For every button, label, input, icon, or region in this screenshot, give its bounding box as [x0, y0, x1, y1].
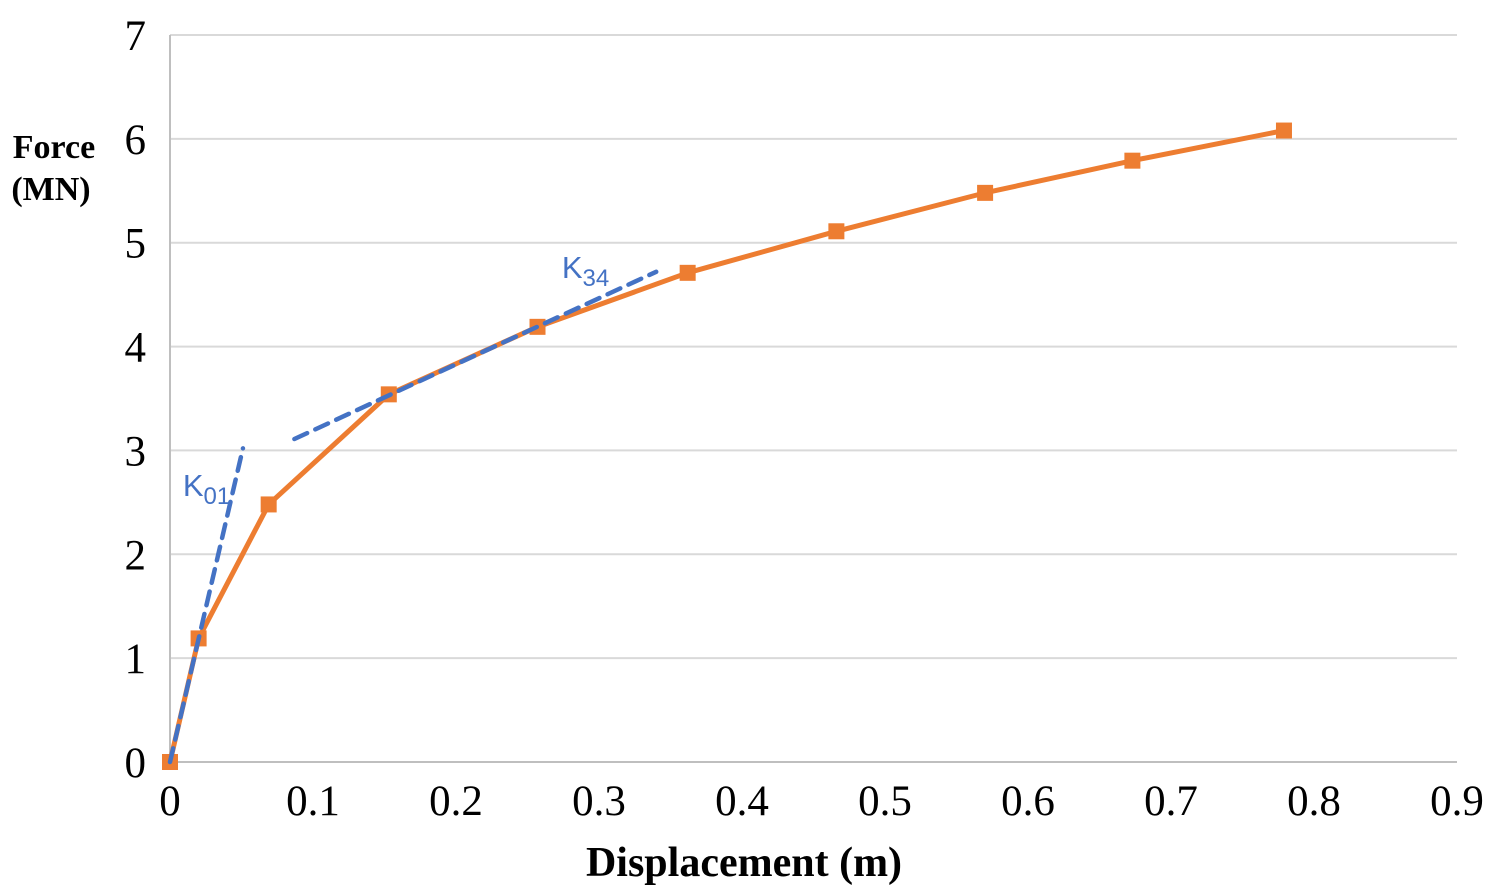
data-point-marker: [828, 223, 845, 240]
x-tick-label: 0.9: [1430, 778, 1484, 825]
y-tick-label: 4: [125, 325, 147, 372]
x-tick-label: 0.4: [715, 778, 769, 825]
k01-label-main: K: [183, 468, 204, 503]
y-tick-label: 6: [125, 117, 147, 164]
stiffness-line-k34: [292, 269, 659, 442]
k34-label-subscript: 34: [583, 265, 610, 292]
gridlines: [170, 34, 1457, 660]
y-axis-title-line1: Force: [13, 129, 95, 166]
data-point-marker: [260, 496, 277, 513]
force-curve-line: [167, 128, 1287, 765]
y-axis-title-line2: (MN): [11, 171, 90, 208]
k01-label: K01: [183, 468, 230, 510]
y-tick-label: 0: [125, 740, 147, 787]
x-tick-label: 0.3: [572, 778, 626, 825]
y-tick-label: 1: [125, 636, 147, 683]
x-tick-label: 0.6: [1001, 778, 1055, 825]
data-point-marker: [977, 184, 994, 201]
y-tick-label: 3: [125, 428, 147, 475]
data-point-marker: [1275, 122, 1292, 139]
series-layer: [162, 122, 1292, 770]
y-tick-label: 5: [125, 221, 147, 268]
x-tick-label: 0.7: [1144, 778, 1198, 825]
x-tick-label: 0: [159, 778, 181, 825]
x-tick-label: 0.5: [858, 778, 912, 825]
k01-label-subscript: 01: [204, 483, 231, 510]
data-point-marker: [679, 264, 696, 281]
x-tick-label: 0.2: [429, 778, 483, 825]
y-tick-label: 2: [125, 532, 147, 579]
axes: [169, 35, 1457, 770]
y-tick-label: 7: [125, 13, 147, 60]
k34-label-main: K: [562, 250, 583, 285]
k34-label: K34: [562, 250, 609, 292]
data-point-marker: [1124, 152, 1141, 169]
stiffness-line-k01: [167, 446, 246, 765]
x-tick-label: 0.1: [286, 778, 340, 825]
x-axis-title: Displacement (m): [586, 840, 902, 885]
x-tick-label: 0.8: [1287, 778, 1341, 825]
